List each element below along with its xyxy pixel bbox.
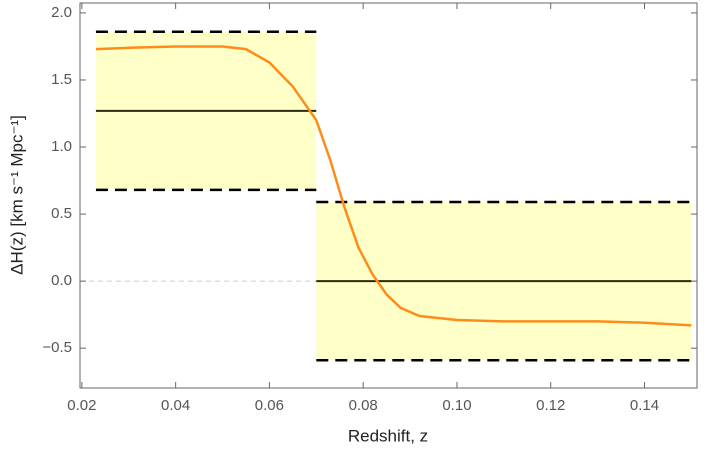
y-tick-label: −0.5 xyxy=(42,339,72,356)
y-tick-label: 0.0 xyxy=(51,272,72,289)
y-tick-label: 1.5 xyxy=(51,71,72,88)
x-tick-label: 0.10 xyxy=(442,397,471,414)
x-tick-label: 0.04 xyxy=(161,397,190,414)
x-tick-label: 0.12 xyxy=(536,397,565,414)
x-tick-label: 0.06 xyxy=(255,397,284,414)
y-tick-label: 1.0 xyxy=(51,138,72,155)
x-tick-label: 0.14 xyxy=(630,397,659,414)
y-tick-label: 2.0 xyxy=(51,4,72,21)
x-tick-label: 0.02 xyxy=(67,397,96,414)
x-tick-label: 0.08 xyxy=(349,397,378,414)
y-tick-label: 0.5 xyxy=(51,205,72,222)
x-axis-label: Redshift, z xyxy=(348,426,428,445)
curve xyxy=(95,45,692,327)
plot-frame xyxy=(79,2,698,389)
y-axis-label: ΔH(z) [km s⁻¹ Mpc⁻¹] xyxy=(7,115,26,275)
